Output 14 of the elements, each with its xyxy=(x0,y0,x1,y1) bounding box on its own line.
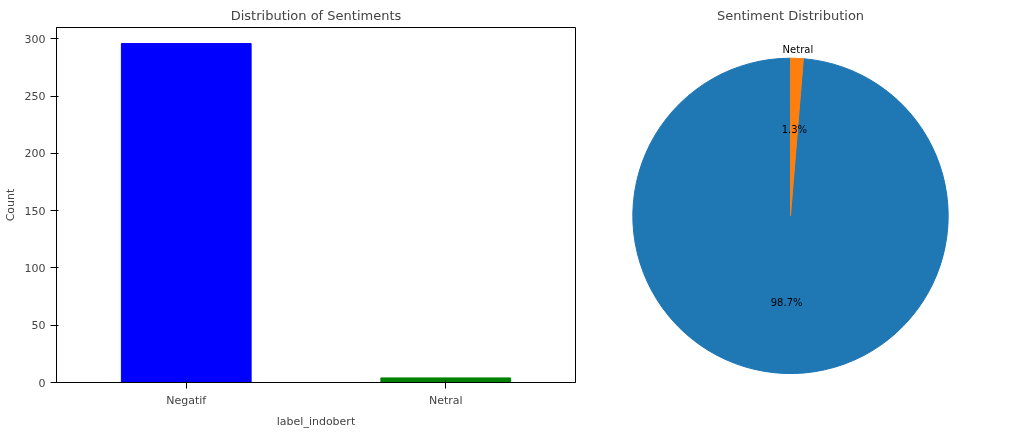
y-tick-label: 50 xyxy=(31,319,46,333)
chart-title: Sentiment Distribution xyxy=(716,7,865,23)
y-tick-label: 100 xyxy=(24,261,46,275)
y-tick-label: 250 xyxy=(24,90,46,104)
data-label: 98.7% xyxy=(770,297,803,309)
y-tick-label: 150 xyxy=(24,204,46,218)
y-tick-label: 0 xyxy=(38,376,46,390)
x-tick-label: Negatif xyxy=(166,393,208,407)
y-tick-label: 300 xyxy=(24,32,46,46)
y-axis-title: Count xyxy=(3,187,17,222)
y-tick-label: 200 xyxy=(24,147,46,161)
slice-label: Netral xyxy=(782,43,814,55)
chart-title: Distribution of Sentiments xyxy=(230,7,402,23)
x-axis-title: label_indobert xyxy=(276,414,356,428)
